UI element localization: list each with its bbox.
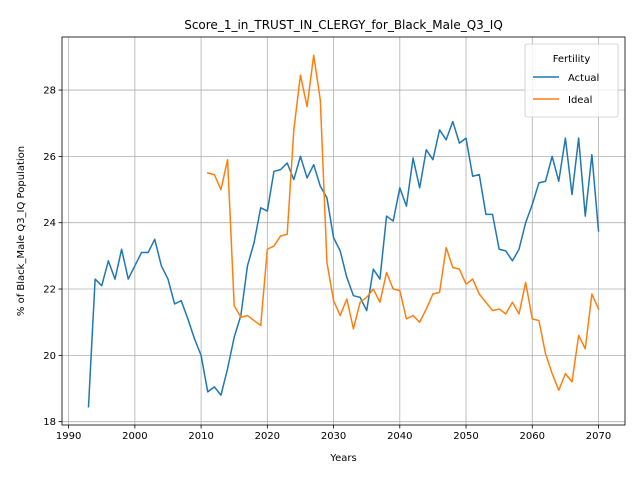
series-line-ideal [206,54,600,391]
series-line-actual [87,120,600,408]
legend: Fertility Actual Ideal [524,43,619,118]
y-tick-label: 22 [43,285,56,296]
x-tick-label: 2030 [321,431,346,442]
x-tick-label: 2010 [188,431,213,442]
x-tick-label: 2020 [255,431,280,442]
chart-title: Score_1_in_TRUST_IN_CLERGY_for_Black_Mal… [184,18,503,32]
x-tick-label: 2070 [586,431,611,442]
y-tick-label: 24 [43,218,56,229]
x-tick-label: 2050 [453,431,478,442]
y-tick-label: 28 [43,86,56,97]
y-tick-label: 18 [43,417,56,428]
y-tick-label: 26 [43,152,56,163]
plot-frame [61,36,626,426]
x-tick-label: 1990 [56,431,81,442]
x-tick-label: 2000 [122,431,147,442]
legend-title: Fertility [553,54,591,65]
y-tick-label: 20 [43,351,56,362]
legend-label-ideal: Ideal [568,95,592,106]
x-axis-label: Years [329,453,356,464]
x-tick-label: 2060 [520,431,545,442]
legend-label-actual: Actual [568,73,599,84]
y-axis-label: % of Black_Male Q3_IQ Population [16,146,27,316]
series-lines [87,54,600,408]
axis-ticks: 1990 2000 2010 2020 2030 2040 2050 2060 2070 18 20… [43,86,611,442]
x-tick-label: 2040 [387,431,412,442]
